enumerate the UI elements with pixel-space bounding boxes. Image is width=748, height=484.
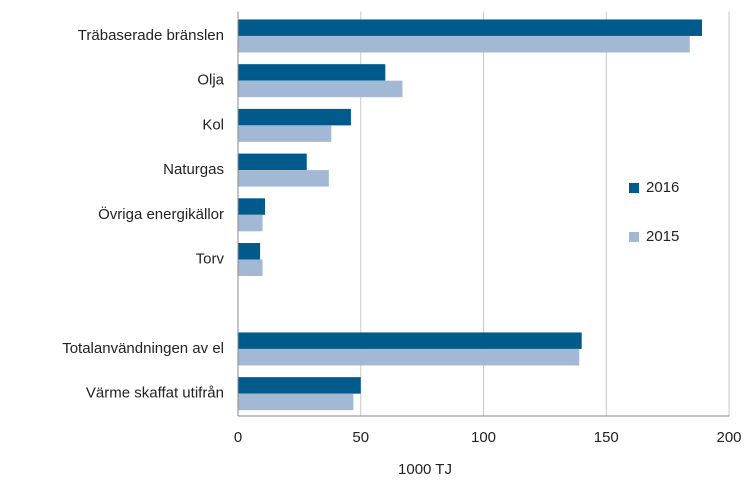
bar: [238, 35, 690, 53]
x-tick-label: 150: [594, 429, 619, 446]
y-tick-label: Totalanvändningen av el: [62, 340, 224, 357]
bar: [238, 243, 261, 260]
bar: [238, 214, 263, 232]
bar: [238, 64, 386, 81]
legend-label: 2016: [646, 179, 679, 196]
y-tick-label: Naturgas: [163, 161, 224, 178]
bar: [238, 170, 329, 187]
bar: [238, 19, 702, 36]
bar: [238, 377, 361, 394]
legend-swatch: [629, 183, 639, 193]
y-tick-label: Kol: [202, 116, 224, 133]
bar: [238, 80, 403, 98]
bar: [238, 198, 266, 215]
bar: [238, 393, 354, 411]
bar: [238, 153, 307, 171]
legend-swatch: [629, 232, 639, 242]
x-tick-label: 0: [234, 429, 242, 446]
y-tick-label: Övriga energikällor: [98, 205, 224, 223]
bar: [238, 259, 263, 277]
bar: [238, 348, 580, 366]
x-tick-label: 200: [716, 429, 741, 446]
y-tick-label: Träbaserade bränslen: [78, 27, 224, 44]
x-tick-label: 100: [471, 429, 496, 446]
y-tick-label: Olja: [197, 72, 224, 89]
bar: [238, 108, 351, 126]
legend-label: 2015: [646, 228, 679, 245]
y-tick-label: Värme skaffat utifrån: [86, 385, 224, 402]
y-tick-label: Torv: [196, 250, 225, 267]
bar: [238, 125, 332, 142]
x-tick-label: 50: [352, 429, 369, 446]
bar: [238, 332, 582, 349]
x-axis-label: 1000 TJ: [398, 461, 452, 478]
